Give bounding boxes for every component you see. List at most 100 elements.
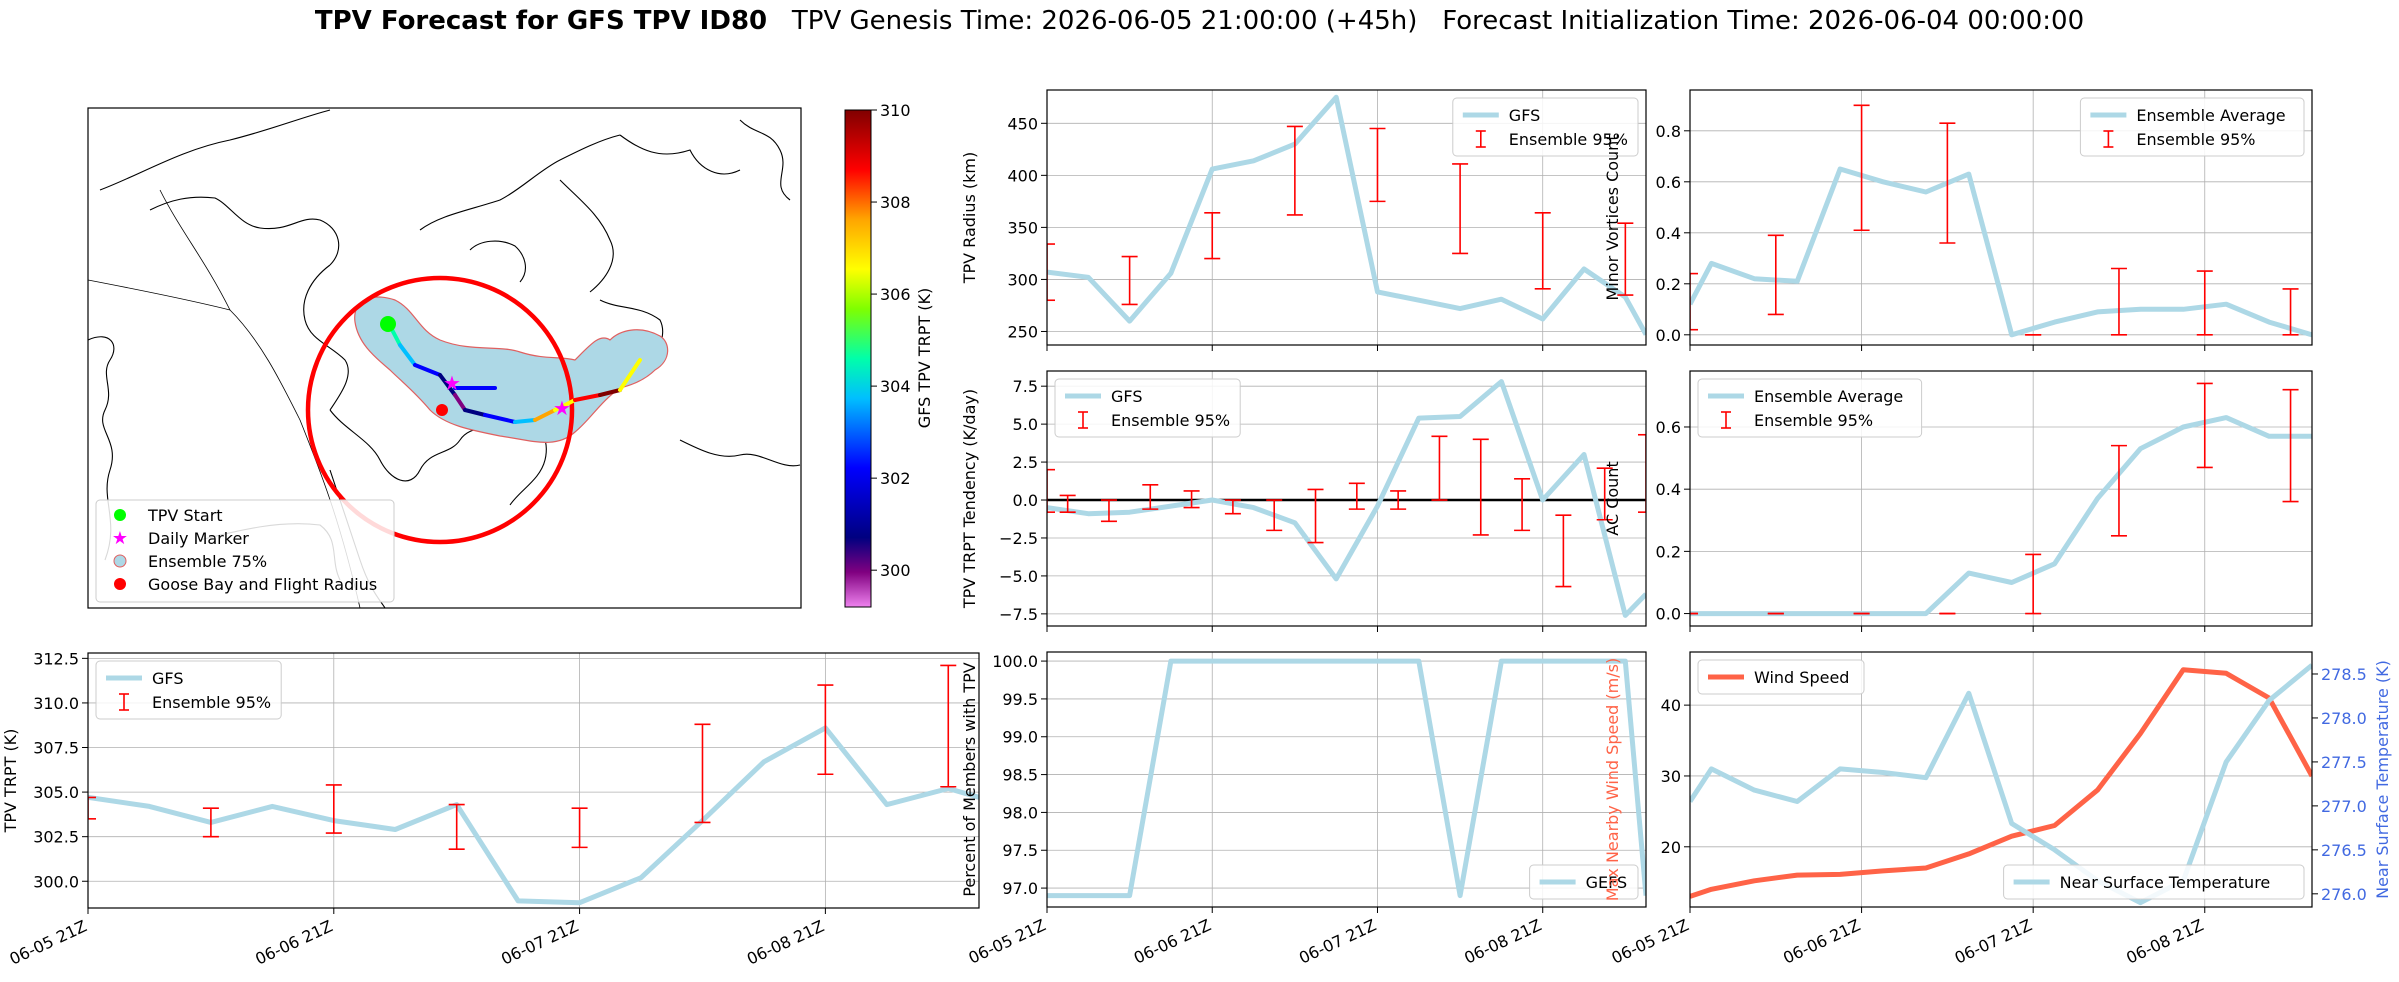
y-tick-label: 98.5 xyxy=(1002,766,1038,785)
y-axis-label: AC Count xyxy=(1603,461,1622,535)
axes-frame xyxy=(1689,370,2313,627)
x-tick-label: 06-08 21Z xyxy=(2123,915,2206,967)
legend-label: GFS xyxy=(152,669,183,688)
figure-title: TPV Forecast for GFS TPV ID80 TPV Genesi… xyxy=(0,6,2399,36)
legend-box xyxy=(1452,97,1639,157)
plot-area xyxy=(1047,379,1646,618)
y-tick-label: 5.0 xyxy=(1013,415,1038,434)
y-tick-label: 0.6 xyxy=(1656,173,1681,192)
legend-label: Ensemble Average xyxy=(1754,387,1903,406)
y-tick-label: 250 xyxy=(1007,322,1038,341)
y-tick-label: 450 xyxy=(1007,114,1038,133)
y-tick-label: 0.8 xyxy=(1656,122,1681,141)
daily-marker-2: ★ xyxy=(553,396,571,420)
legend-box xyxy=(1054,378,1241,438)
y-tick-label: 40 xyxy=(1661,696,1681,715)
legend-label: GFS xyxy=(1509,106,1540,125)
y-tick-label: 0.0 xyxy=(1656,605,1681,624)
axes-frame xyxy=(1046,651,1647,908)
plot-area xyxy=(1047,658,1646,899)
colorbar-tick-label: 302 xyxy=(880,469,911,488)
charts-layer: 300.0 30 2.5 305.0 307.5 310.0 312.5 06-05 21Z 0… xyxy=(1,89,2392,969)
y-tick-label: 0.4 xyxy=(1656,224,1681,243)
map-content: ★ ★ TPV Start ★ Daily Marker Ensemble 75… xyxy=(88,109,801,608)
y-tick-label: −5.0 xyxy=(999,567,1038,586)
y-tick-label: 100.0 xyxy=(992,652,1038,671)
legend: Ensemble Average Ensemble 95% xyxy=(1697,378,1923,438)
plot-area xyxy=(88,664,979,906)
y-axis-label: TPV TRPT (K) xyxy=(1,729,20,834)
y2-tick-label: 278.5 xyxy=(2321,665,2367,684)
x-tick-label: 06-07 21Z xyxy=(1296,915,1379,967)
axes-frame xyxy=(1046,370,1647,627)
y-tick-label: 0.0 xyxy=(1013,491,1038,510)
axes-frame xyxy=(1046,89,1647,346)
map-panel: ★ ★ TPV Start ★ Daily Marker Ensemble 75… xyxy=(87,107,802,609)
y-tick-label: 300.0 xyxy=(33,872,79,891)
legend-box xyxy=(1697,659,1865,695)
series-line-wind-speed xyxy=(1690,667,2312,899)
x-tick-label: 06-07 21Z xyxy=(498,916,581,968)
legend-box xyxy=(1697,378,1923,438)
x-tick-label: 06-06 21Z xyxy=(1780,915,1863,967)
legend-box xyxy=(95,660,282,720)
axes-frame xyxy=(1689,89,2313,346)
y-tick-label: 300 xyxy=(1007,270,1038,289)
y-tick-label: 305.0 xyxy=(33,783,79,802)
y-axis-label: Max Nearby Wind Speed (m/s) xyxy=(1603,658,1622,901)
legend: GFS Ensemble 95% xyxy=(1452,97,1639,157)
y2-tick-label: 278.0 xyxy=(2321,709,2367,728)
figure-title-init: Forecast Initialization Time: 2026-06-04… xyxy=(1442,6,2085,36)
y-tick-label: 310.0 xyxy=(33,694,79,713)
x-tick-label: 06-08 21Z xyxy=(1461,915,1544,967)
y-tick-label: 400 xyxy=(1007,166,1038,185)
legend-label: Ensemble Average xyxy=(2136,106,2285,125)
y-tick-label: −2.5 xyxy=(999,529,1038,548)
legend-label: GFS xyxy=(1111,387,1142,406)
y-tick-label: 0.2 xyxy=(1656,542,1681,561)
x-tick-label: 06-06 21Z xyxy=(252,916,335,968)
y-tick-label: 0.2 xyxy=(1656,275,1681,294)
colorbar-tick-label: 310 xyxy=(880,101,911,120)
legend: Ensemble Average Ensemble 95% xyxy=(2079,97,2305,157)
figure-title-bold: TPV Forecast for GFS TPV ID80 xyxy=(314,6,768,36)
legend-label: Near Surface Temperature xyxy=(2060,873,2271,892)
y-tick-label: 307.5 xyxy=(33,739,79,758)
axes-frame xyxy=(87,652,980,909)
legend-label: Ensemble 95% xyxy=(2136,130,2255,149)
y-tick-label: 20 xyxy=(1661,838,1681,857)
legend-label: GEFS xyxy=(1586,873,1628,892)
colorbar-tick-label: 300 xyxy=(880,561,911,580)
colorbar-tick-label: 306 xyxy=(880,285,911,304)
figure-title-genesis: TPV Genesis Time: 2026-06-05 21:00:00 (+… xyxy=(791,6,1418,36)
colorbar-label: GFS TPV TRPT (K) xyxy=(915,288,934,428)
chart-trpt: 300.0 302.5 305.0 307.5 310.0 312.5 06-05 21Z 0… xyxy=(1,649,980,969)
legend-box xyxy=(2003,864,2305,900)
x-tick-label: 06-05 21Z xyxy=(1609,915,1692,967)
legend-daily-marker-icon: ★ xyxy=(112,528,128,549)
plot-area xyxy=(1047,94,1646,336)
y-tick-label: 7.5 xyxy=(1013,377,1038,396)
goose-bay-marker xyxy=(436,404,448,416)
y-tick-label: 97.0 xyxy=(1002,879,1038,898)
legend-label: Wind Speed xyxy=(1754,668,1849,687)
y-tick-label: 97.5 xyxy=(1002,841,1038,860)
chart-radius: 250 300 350 400 450 TPV Radius (km) GFS Ensembl… xyxy=(960,89,1647,351)
y-tick-label: 2.5 xyxy=(1013,453,1038,472)
x-tick-label: 06-06 21Z xyxy=(1131,915,1214,967)
x-tick-label: 06-07 21Z xyxy=(1952,915,2035,967)
chart-members: 97.0 97.5 98.0 98.5 99.0 99.5 100.0 06-05 21Z 06… xyxy=(960,651,1647,968)
legend-ensemble-75: Ensemble 75% xyxy=(148,552,267,571)
y2-tick-label: 276.0 xyxy=(2321,885,2367,904)
y-axis-label: TPV TRPT Tendency (K/day) xyxy=(960,389,979,609)
goose-bay-flight-radius-circle xyxy=(305,275,575,545)
y-tick-label: 350 xyxy=(1007,218,1038,237)
series-line-ensemble-average xyxy=(1690,166,2312,338)
tpv-start-marker xyxy=(380,316,396,332)
y-tick-label: 30 xyxy=(1661,767,1681,786)
y-axis-label: Percent of Members with TPV xyxy=(960,662,979,896)
y2-tick-label: 277.0 xyxy=(2321,797,2367,816)
y-tick-label: 312.5 xyxy=(33,649,79,668)
